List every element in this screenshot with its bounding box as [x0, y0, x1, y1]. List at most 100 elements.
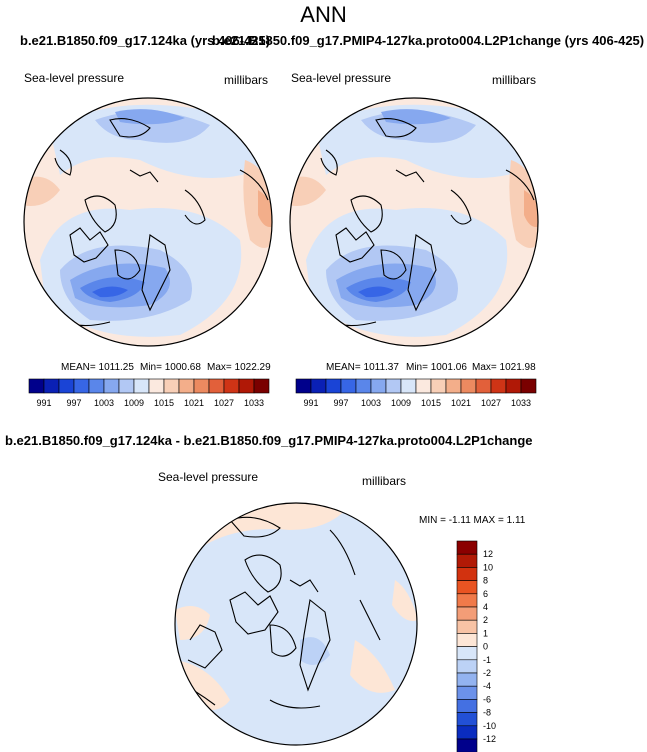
colorbar-tick-label: 2 [483, 615, 488, 625]
panel1-max: Max= 1022.29 [207, 362, 271, 373]
colorbar-tick-label: 1027 [481, 398, 501, 408]
colorbar-swatch [505, 378, 522, 394]
colorbar-tick-label: 12 [483, 549, 493, 559]
colorbar-swatch [456, 699, 478, 713]
colorbar-swatch [73, 378, 90, 394]
right-run-title: b.e21.B1850.f09_g17.PMIP4-127ka.proto004… [212, 33, 645, 48]
colorbar-swatch [340, 378, 357, 394]
colorbar-swatch [456, 540, 478, 555]
colorbar-tick-label: 1 [483, 628, 488, 638]
colorbar-swatch [385, 378, 402, 394]
colorbar-tick-label: 1021 [184, 398, 204, 408]
colorbar-tick-label: 991 [36, 398, 51, 408]
colorbar-tick-label: 10 [483, 562, 493, 572]
colorbar-swatch [103, 378, 120, 394]
colorbar-panel1: 991 997 1003 1009 1015 1021 1027 1033 [28, 378, 270, 408]
colorbar-swatch [310, 378, 327, 394]
colorbar-swatch [43, 378, 60, 394]
colorbar-swatch [400, 378, 417, 394]
colorbar-swatch [460, 378, 477, 394]
colorbar-swatch [223, 378, 240, 394]
colorbar-swatch [445, 378, 462, 394]
colorbar-swatch [430, 378, 447, 394]
colorbar-tick-label: 6 [483, 589, 488, 599]
colorbar-tick-label: 997 [333, 398, 348, 408]
colorbar-swatch [178, 378, 195, 394]
colorbar-tick-label: 1003 [94, 398, 114, 408]
colorbar-swatch [88, 378, 105, 394]
colorbar-swatch [208, 378, 225, 394]
panel2-variable: Sea-level pressure [291, 71, 392, 85]
colorbar-tick-label: 997 [66, 398, 81, 408]
colorbar-swatch [456, 633, 478, 647]
panel2-units: millibars [492, 73, 537, 87]
colorbar-swatch [490, 378, 507, 394]
colorbar-swatch [456, 606, 478, 621]
colorbar-swatch [475, 378, 492, 394]
colorbar-swatch [456, 725, 478, 740]
colorbar-swatch [133, 378, 150, 394]
colorbar-swatch [456, 659, 478, 674]
colorbar-tick-label: -1 [483, 655, 491, 665]
panel1-mean: MEAN= 1011.25 [61, 362, 134, 373]
colorbar-tick-label: 1021 [451, 398, 471, 408]
colorbar-tick-label: 1009 [124, 398, 144, 408]
colorbar-tick-label: 8 [483, 576, 488, 586]
colorbar-tick-label: -2 [483, 668, 491, 678]
panel3-units: millibars [362, 474, 407, 488]
colorbar-swatch [28, 378, 45, 394]
map-panel2 [290, 98, 538, 346]
panel3-variable: Sea-level pressure [158, 470, 259, 484]
colorbar-swatch [456, 646, 478, 661]
colorbar-swatch [520, 378, 537, 394]
colorbar-tick-label: 4 [483, 602, 488, 612]
panel2-max: Max= 1021.98 [472, 362, 536, 373]
left-run-title: b.e21.B1850.f09_g17.124ka (yrs 406-425) [20, 33, 271, 48]
colorbar-tick-label: 1015 [421, 398, 441, 408]
colorbar-swatch [370, 378, 387, 394]
colorbar-swatch [238, 378, 255, 394]
colorbar-swatch [295, 378, 312, 394]
difference-title: b.e21.B1850.f09_g17.124ka - b.e21.B1850.… [5, 433, 533, 448]
colorbar-swatch [253, 378, 270, 394]
panel1-variable: Sea-level pressure [24, 71, 125, 85]
colorbar-swatch [118, 378, 135, 394]
colorbar-swatch [58, 378, 75, 394]
colorbar-swatch [456, 593, 478, 608]
colorbar-swatch [355, 378, 372, 394]
colorbar-tick-label: -4 [483, 681, 491, 691]
colorbar-tick-label: 991 [303, 398, 318, 408]
map-panel3 [175, 503, 417, 745]
colorbar-tick-label: 1027 [214, 398, 234, 408]
colorbar-swatch [325, 378, 342, 394]
panel2-min: Min= 1001.06 [406, 362, 467, 373]
colorbar-swatch [456, 712, 478, 727]
colorbar-tick-label: -12 [483, 734, 496, 744]
panel1-min: Min= 1000.68 [140, 362, 201, 373]
colorbar-tick-label: 1033 [244, 398, 264, 408]
colorbar-tick-label: 0 [483, 642, 488, 652]
colorbar-panel2: 991 997 1003 1009 1015 1021 1027 1033 [295, 378, 537, 408]
colorbar-swatch [456, 580, 478, 595]
colorbar-swatch [456, 567, 478, 581]
colorbar-swatch [456, 738, 478, 752]
colorbar-swatch [163, 378, 180, 394]
colorbar-swatch [456, 672, 478, 687]
panel2-mean: MEAN= 1011.37 [326, 362, 399, 373]
page-title: ANN [300, 2, 347, 27]
colorbar-tick-label: 1009 [391, 398, 411, 408]
colorbar-tick-label: -10 [483, 721, 496, 731]
colorbar-swatch [456, 685, 478, 700]
panel1-units: millibars [224, 73, 269, 87]
panel3-minmax: MIN = -1.11 MAX = 1.11 [419, 515, 526, 526]
colorbar-tick-label: -6 [483, 694, 491, 704]
colorbar-swatch [415, 378, 432, 394]
colorbar-tick-label: 1015 [154, 398, 174, 408]
colorbar-tick-label: 1033 [511, 398, 531, 408]
map-panel1 [24, 98, 272, 346]
colorbar-swatch [193, 378, 210, 394]
colorbar-swatch [148, 378, 165, 394]
colorbar-swatch [456, 619, 478, 634]
